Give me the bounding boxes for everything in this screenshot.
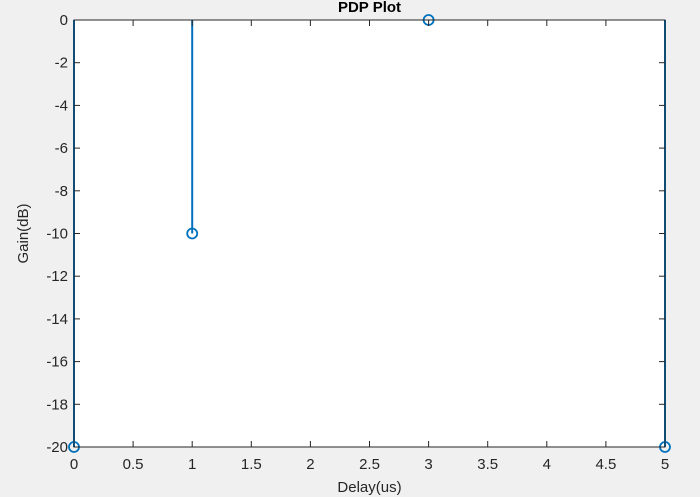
y-tick-label: -6 <box>55 140 68 157</box>
x-tick-label: 3.5 <box>477 456 498 473</box>
y-tick-label: -14 <box>46 311 68 328</box>
x-tick-label: 0 <box>70 456 78 473</box>
y-tick-label: -12 <box>46 268 68 285</box>
x-tick-label: 0.5 <box>123 456 144 473</box>
x-tick-label: 1.5 <box>241 456 262 473</box>
y-tick-label: 0 <box>60 12 68 29</box>
y-tick-label: -16 <box>46 354 68 371</box>
axes-background <box>74 20 665 447</box>
x-tick-label: 3 <box>424 456 432 473</box>
x-tick-label: 4.5 <box>595 456 616 473</box>
x-tick-label: 2 <box>306 456 314 473</box>
y-axis-label: Gain(dB) <box>15 203 32 263</box>
y-axis-ticks: 0 -2 -4 -6 -8 -10 -12 -14 -16 -18 -20 <box>46 12 665 456</box>
y-tick-label: -10 <box>46 226 68 243</box>
y-tick-label: -4 <box>55 97 68 114</box>
x-tick-label: 4 <box>543 456 551 473</box>
x-tick-label: 2.5 <box>359 456 380 473</box>
y-tick-label: -2 <box>55 55 68 72</box>
x-tick-label: 1 <box>188 456 196 473</box>
y-tick-label: -8 <box>55 183 68 200</box>
x-axis-ticks: 0 0.5 1 1.5 2 2.5 3 3.5 4 4.5 5 <box>70 20 669 473</box>
x-tick-label: 5 <box>661 456 669 473</box>
chart-title: PDP Plot <box>338 0 401 16</box>
x-axis-label: Delay(us) <box>337 479 401 496</box>
y-tick-label: -18 <box>46 396 68 413</box>
stem-marker <box>186 227 199 240</box>
y-tick-label: -20 <box>46 439 68 456</box>
